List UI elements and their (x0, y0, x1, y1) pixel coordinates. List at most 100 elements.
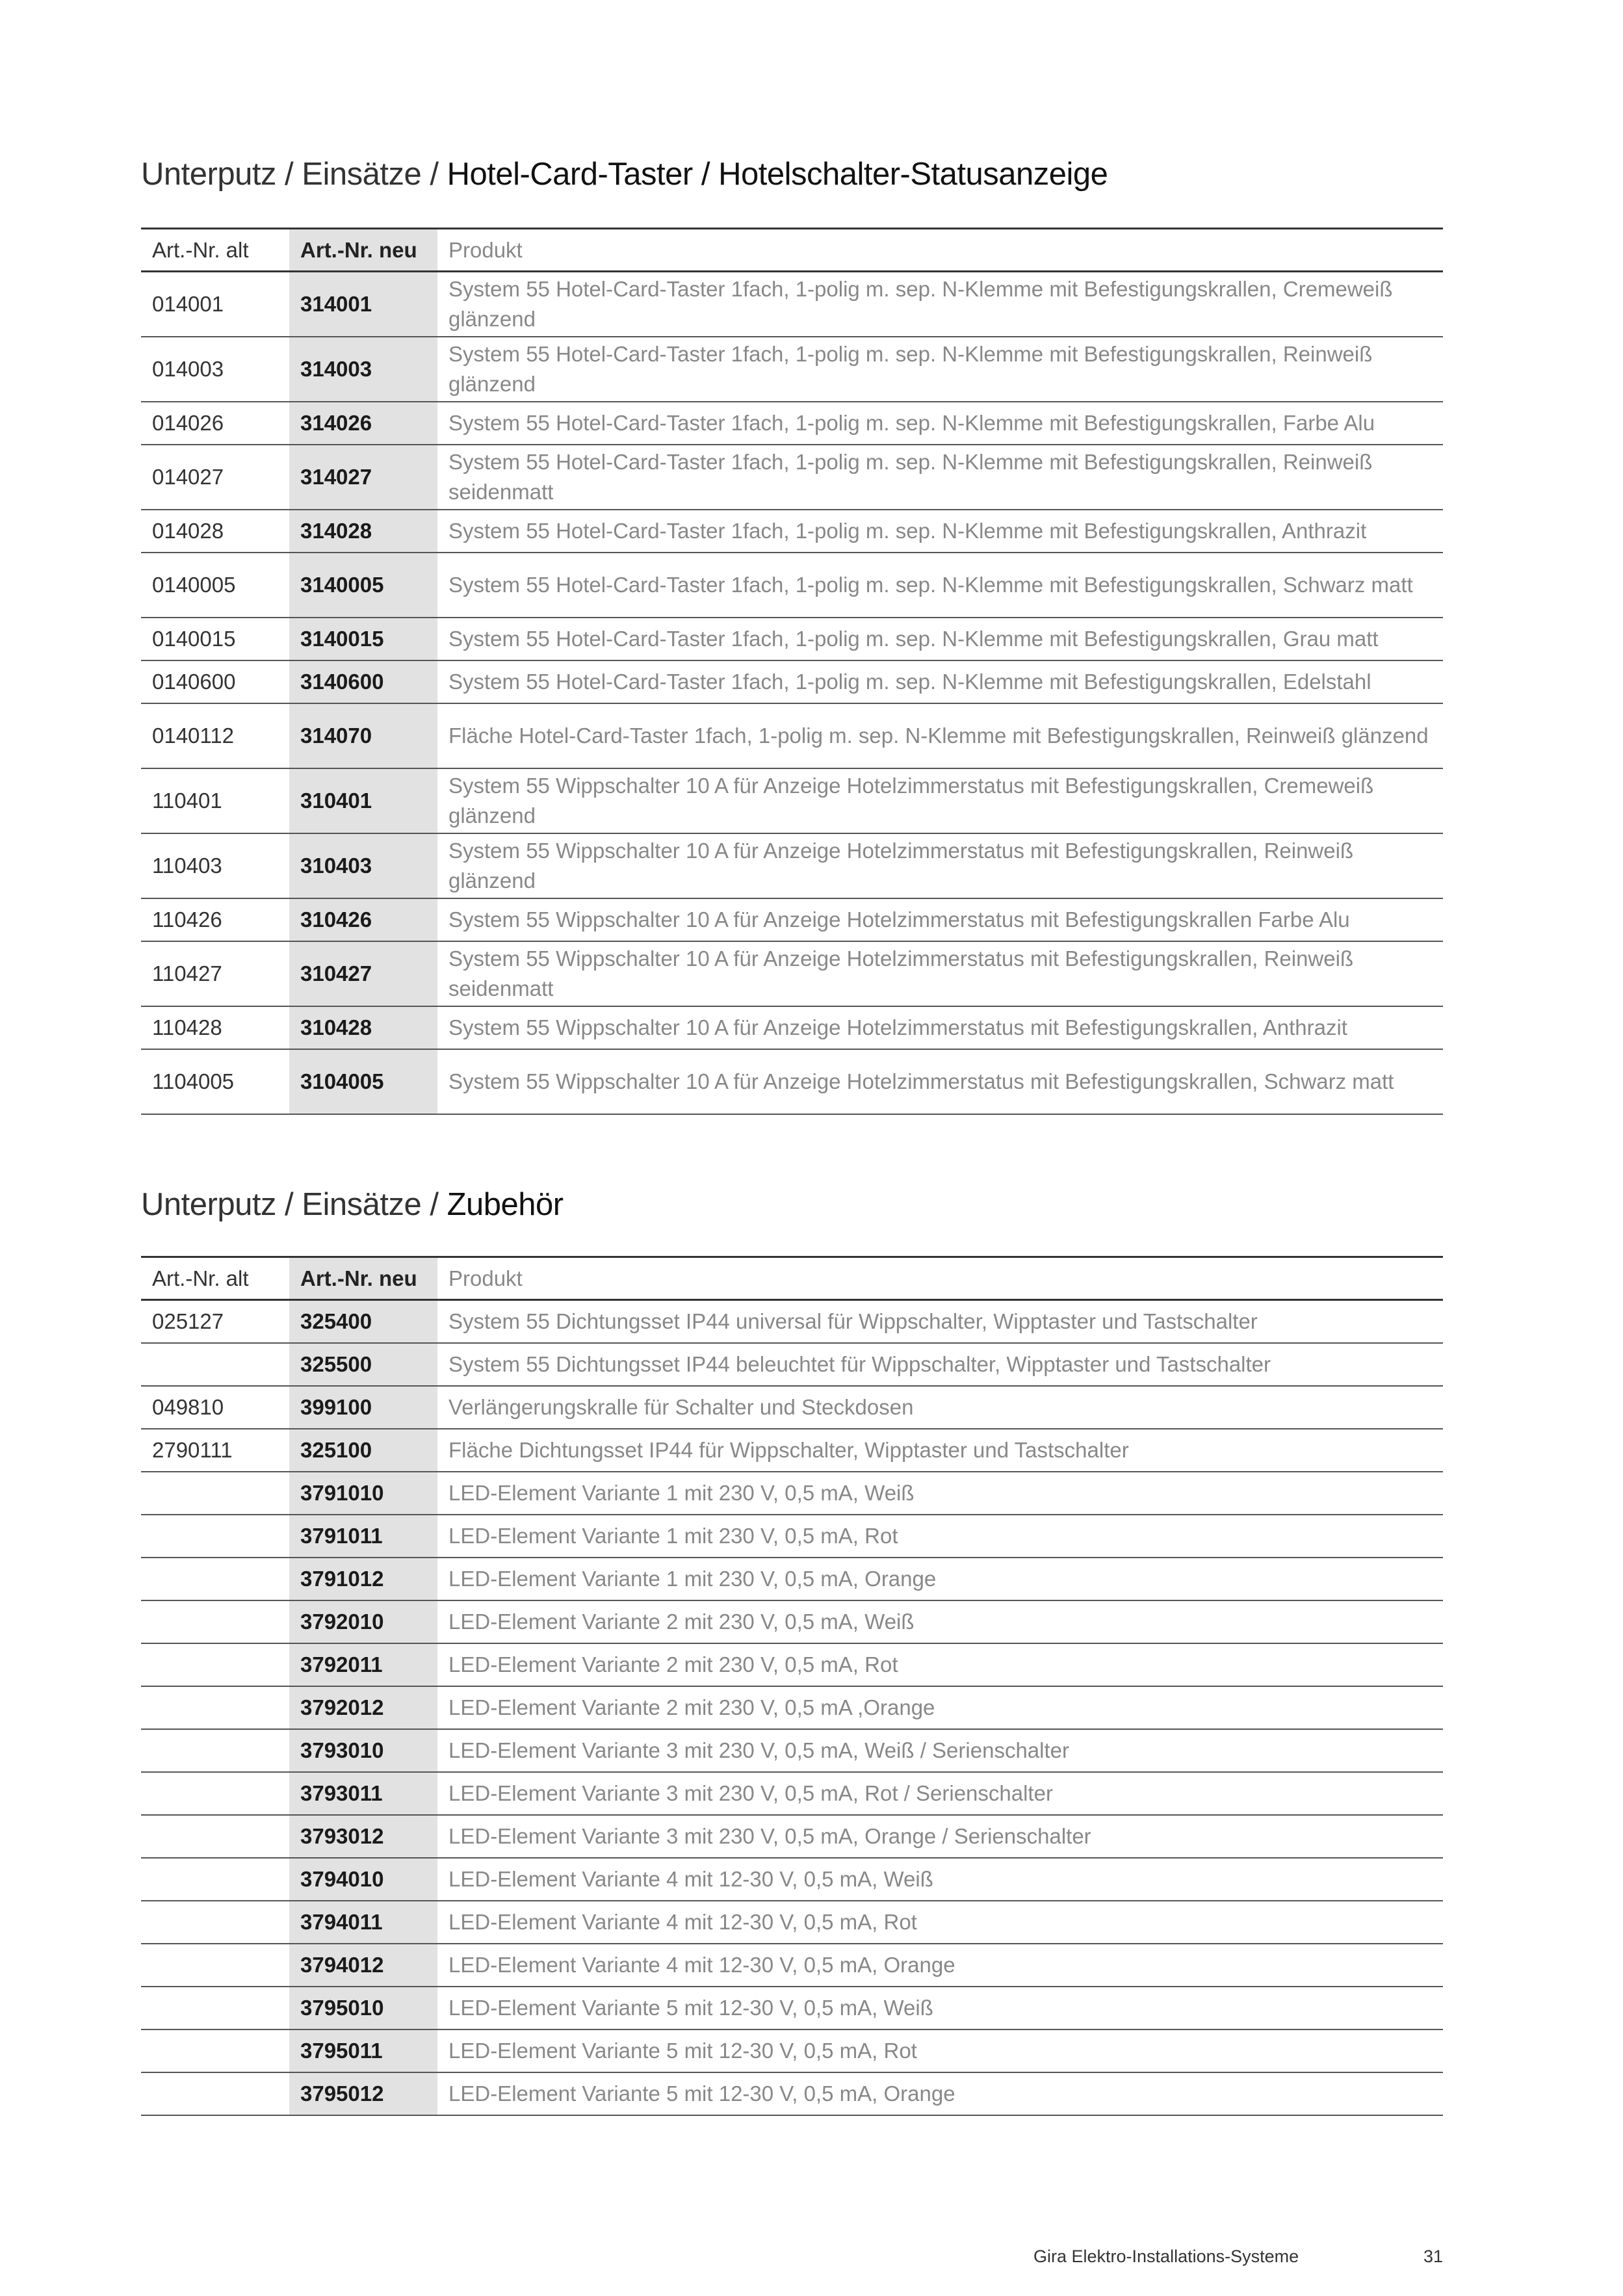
art-nr-alt: 014001 (152, 292, 224, 316)
table-row: 014001 314001 System 55 Hotel-Card-Taster … (141, 272, 1443, 337)
produkt: System 55 Wippschalter 10 A für Anzeige … (448, 1015, 1347, 1039)
produkt-cell: System 55 Dichtungsset IP44 universal fü… (437, 1301, 1443, 1342)
art-nr-neu: 3793011 (300, 1781, 383, 1805)
art-nr-neu: 325100 (300, 1438, 372, 1462)
footer-text: Gira Elektro-Installations-Systeme (1033, 2247, 1299, 2266)
art-nr-neu: 3793012 (300, 1824, 384, 1848)
table-row: 3792012 LED-Element Variante 2 mit 230 V,… (141, 1687, 1443, 1730)
produkt: LED-Element Variante 3 mit 230 V, 0,5 mA… (448, 1824, 1091, 1848)
art-nr-neu: 3795011 (300, 2039, 383, 2063)
table-row: 025127 325400 System 55 Dichtungsset IP44 … (141, 1301, 1443, 1344)
art-nr-neu-cell: 325500 (289, 1344, 437, 1385)
art-nr-alt-cell: 014027 (141, 445, 289, 509)
produkt-cell: System 55 Dichtungsset IP44 beleuchtet f… (437, 1344, 1443, 1385)
table-row: 3792011 LED-Element Variante 2 mit 230 V,… (141, 1644, 1443, 1687)
art-nr-alt-cell (141, 1644, 289, 1686)
art-nr-neu: 3795012 (300, 2081, 384, 2106)
produkt: System 55 Hotel-Card-Taster 1fach, 1-pol… (448, 277, 1393, 331)
art-nr-neu-cell: 310401 (289, 769, 437, 833)
produkt-cell: LED-Element Variante 4 mit 12-30 V, 0,5 … (437, 1901, 1443, 1943)
art-nr-neu-cell: 325100 (289, 1429, 437, 1471)
art-nr-alt: 0140005 (152, 573, 236, 597)
table-row: 110428 310428 System 55 Wippschalter 10 A … (141, 1007, 1443, 1050)
art-nr-neu: 310403 (300, 854, 372, 878)
art-nr-neu-cell: 3795010 (289, 1987, 437, 2029)
table-row: 110403 310403 System 55 Wippschalter 10 A … (141, 834, 1443, 899)
table-row: 3793011 LED-Element Variante 3 mit 230 V,… (141, 1773, 1443, 1816)
art-nr-neu: 3793010 (300, 1738, 384, 1762)
art-nr-neu-cell: 310427 (289, 942, 437, 1006)
art-nr-alt-cell: 014003 (141, 337, 289, 401)
header-produkt: Produkt (448, 237, 523, 262)
produkt-cell: Fläche Dichtungsset IP44 für Wippschalte… (437, 1429, 1443, 1471)
art-nr-alt: 110401 (152, 789, 222, 813)
art-nr-alt-cell: 0140600 (141, 661, 289, 703)
art-nr-alt-cell (141, 1773, 289, 1814)
art-nr-alt: 2790111 (152, 1438, 233, 1462)
title-prefix: Unterputz / Einsätze / (141, 157, 447, 192)
header-neu-cell: Art.-Nr. neu (289, 1258, 437, 1299)
art-nr-neu: 399100 (300, 1395, 372, 1419)
produkt: Fläche Hotel-Card-Taster 1fach, 1-polig … (448, 724, 1429, 748)
art-nr-alt-cell: 110401 (141, 769, 289, 833)
art-nr-alt-cell: 110428 (141, 1007, 289, 1049)
produkt-cell: LED-Element Variante 2 mit 230 V, 0,5 mA… (437, 1644, 1443, 1686)
art-nr-alt: 014026 (152, 411, 224, 435)
art-nr-alt: 0140112 (152, 724, 235, 748)
table-row: 3794010 LED-Element Variante 4 mit 12-30 … (141, 1859, 1443, 1901)
table-row: 0140600 3140600 System 55 Hotel-Card-Taste… (141, 661, 1443, 704)
art-nr-neu: 3140600 (300, 670, 384, 694)
art-nr-neu-cell: 3140005 (289, 553, 437, 617)
table-row: 110401 310401 System 55 Wippschalter 10 A … (141, 769, 1443, 834)
art-nr-alt-cell: 110427 (141, 942, 289, 1006)
art-nr-neu: 314027 (300, 465, 372, 489)
art-nr-alt-cell: 110426 (141, 899, 289, 941)
art-nr-neu: 310426 (300, 907, 372, 932)
produkt-cell: System 55 Hotel-Card-Taster 1fach, 1-pol… (437, 618, 1443, 660)
table-row: 3794011 LED-Element Variante 4 mit 12-30 … (141, 1901, 1443, 1944)
art-nr-neu: 314070 (300, 724, 372, 748)
produkt-cell: System 55 Hotel-Card-Taster 1fach, 1-pol… (437, 510, 1443, 552)
art-nr-alt-cell (141, 1816, 289, 1857)
table-row: 014026 314026 System 55 Hotel-Card-Taster … (141, 402, 1443, 445)
art-nr-neu: 3791011 (300, 1524, 383, 1548)
art-nr-neu-cell: 314027 (289, 445, 437, 509)
produkt: System 55 Wippschalter 10 A für Anzeige … (448, 946, 1354, 1000)
art-nr-neu-cell: 3791011 (289, 1515, 437, 1557)
produkt-cell: System 55 Hotel-Card-Taster 1fach, 1-pol… (437, 661, 1443, 703)
art-nr-neu: 314003 (300, 357, 372, 381)
art-nr-neu-cell: 3795011 (289, 2030, 437, 2072)
art-nr-neu-cell: 3791010 (289, 1472, 437, 1514)
produkt: System 55 Hotel-Card-Taster 1fach, 1-pol… (448, 573, 1413, 597)
art-nr-alt: 014003 (152, 357, 224, 381)
art-nr-alt-cell: 0140005 (141, 553, 289, 617)
header-neu-cell: Art.-Nr. neu (289, 229, 437, 270)
produkt-cell: LED-Element Variante 1 mit 230 V, 0,5 mA… (437, 1515, 1443, 1557)
produkt-cell: LED-Element Variante 1 mit 230 V, 0,5 mA… (437, 1558, 1443, 1600)
produkt: System 55 Dichtungsset IP44 beleuchtet f… (448, 1352, 1271, 1376)
art-nr-neu: 325400 (300, 1309, 372, 1333)
art-nr-neu: 3140005 (300, 573, 384, 597)
header-produkt-cell: Produkt (437, 1258, 1443, 1299)
table-row: 3791012 LED-Element Variante 1 mit 230 V,… (141, 1558, 1443, 1601)
produkt-cell: LED-Element Variante 1 mit 230 V, 0,5 mA… (437, 1472, 1443, 1514)
header-alt: Art.-Nr. alt (152, 1266, 249, 1290)
produkt-cell: System 55 Hotel-Card-Taster 1fach, 1-pol… (437, 553, 1443, 617)
product-table-zubehoer: Art.-Nr. alt Art.-Nr. neu Produkt 025127 325… (141, 1256, 1443, 2116)
header-produkt: Produkt (448, 1266, 523, 1290)
table-row: 049810 399100 Verlängerungskralle für Scha… (141, 1387, 1443, 1429)
art-nr-alt: 0140015 (152, 627, 236, 651)
produkt: System 55 Hotel-Card-Taster 1fach, 1-pol… (448, 342, 1373, 396)
art-nr-alt-cell: 014026 (141, 402, 289, 444)
art-nr-alt-cell (141, 1515, 289, 1557)
produkt: System 55 Hotel-Card-Taster 1fach, 1-pol… (448, 519, 1367, 543)
title-strong: Hotel-Card-Taster / Hotelschalter-Status… (447, 157, 1108, 192)
art-nr-neu-cell: 399100 (289, 1387, 437, 1428)
art-nr-neu: 325500 (300, 1352, 372, 1376)
art-nr-alt: 1104005 (152, 1069, 235, 1093)
produkt-cell: System 55 Hotel-Card-Taster 1fach, 1-pol… (437, 272, 1443, 336)
art-nr-alt: 014028 (152, 519, 224, 543)
produkt-cell: LED-Element Variante 2 mit 230 V, 0,5 mA… (437, 1687, 1443, 1729)
produkt-cell: LED-Element Variante 5 mit 12-30 V, 0,5 … (437, 2030, 1443, 2072)
art-nr-alt-cell: 1104005 (141, 1050, 289, 1114)
